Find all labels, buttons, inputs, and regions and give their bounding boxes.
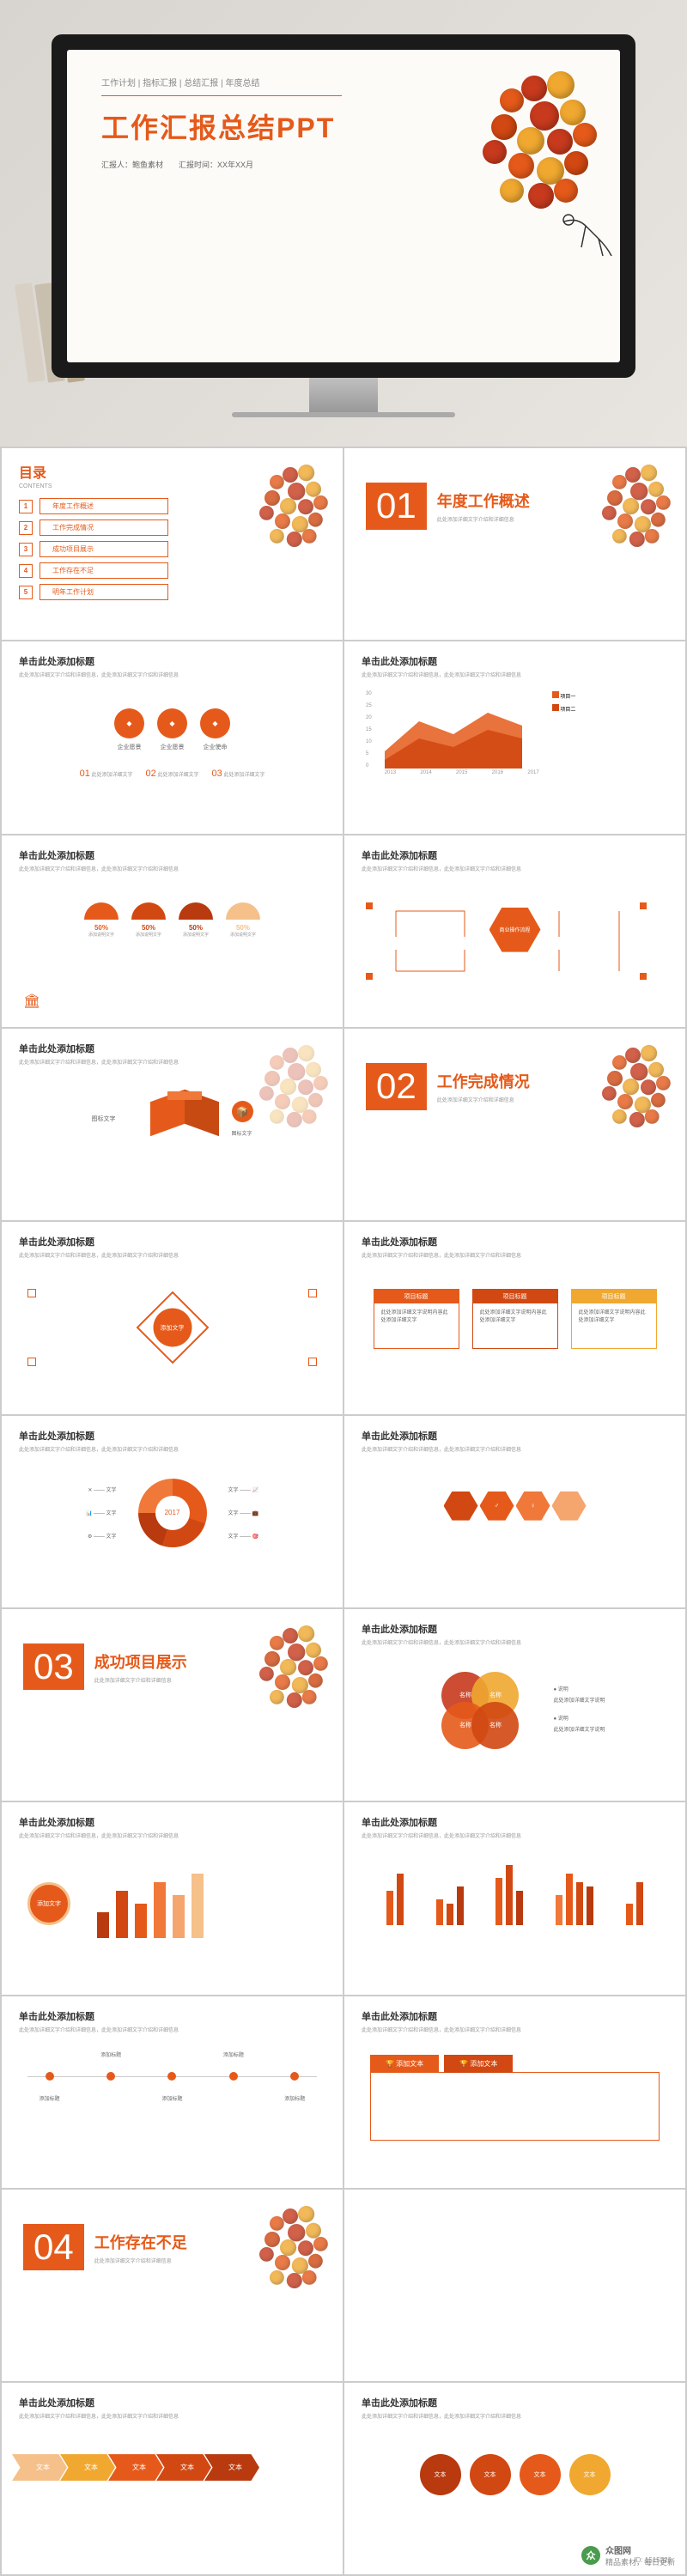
slide-area-chart: 单击此处添加标题此处添加详细文字介绍和详细信息，此处添加详细文字介绍和详细信息 … bbox=[344, 641, 685, 833]
slide-bars-grouped: 单击此处添加标题此处添加详细文字介绍和详细信息，此处添加详细文字介绍和详细信息 bbox=[344, 1802, 685, 1994]
slide-blank bbox=[344, 2190, 685, 2381]
slide-toc: 目录 CONTENTS 1年度工作概述2工作完成情况3成功项目展示4工作存在不足… bbox=[2, 448, 343, 640]
slide-flow: 单击此处添加标题此处添加详细文字介绍和详细信息，此处添加详细文字介绍和详细信息 … bbox=[344, 835, 685, 1027]
slide-timeline: 单击此处添加标题此处添加详细文字介绍和详细信息，此处添加详细文字介绍和详细信息 … bbox=[2, 1996, 343, 2188]
slide-tabs: 单击此处添加标题此处添加详细文字介绍和详细信息，此处添加详细文字介绍和详细信息 … bbox=[344, 1996, 685, 2188]
area-chart-svg bbox=[385, 691, 539, 769]
slide-bars-single: 单击此处添加标题此处添加详细文字介绍和详细信息，此处添加详细文字介绍和详细信息 … bbox=[2, 1802, 343, 1994]
slide-chevrons: 单击此处添加标题此处添加详细文字介绍和详细信息，此处添加详细文字介绍和详细信息 … bbox=[2, 2383, 343, 2574]
slide-section-03: 03 成功项目展示此处添加详细文字介绍和详细信息 bbox=[2, 1609, 343, 1801]
balloon-decor bbox=[574, 457, 677, 560]
slide-section-04: 04 工作存在不足此处添加详细文字介绍和详细信息 bbox=[2, 2190, 343, 2381]
slide-cube: 单击此处添加标题此处添加详细文字介绍和详细信息，此处添加详细文字介绍和详细信息 … bbox=[2, 1029, 343, 1220]
slide-diamond: 单击此处添加标题此处添加详细文字介绍和详细信息，此处添加详细文字介绍和详细信息 … bbox=[2, 1222, 343, 1413]
slide-icons-row: 单击此处添加标题此处添加详细文字介绍和详细信息，此处添加详细文字介绍和详细信息 … bbox=[2, 641, 343, 833]
donut-chart bbox=[138, 1479, 207, 1547]
slide-donut: 单击此处添加标题此处添加详细文字介绍和详细信息，此处添加详细文字介绍和详细信息 … bbox=[2, 1416, 343, 1607]
slides-grid: 目录 CONTENTS 1年度工作概述2工作完成情况3成功项目展示4工作存在不足… bbox=[0, 447, 687, 2576]
slide-venn: 单击此处添加标题此处添加详细文字介绍和详细信息，此处添加详细文字介绍和详细信息 … bbox=[344, 1609, 685, 1801]
balloon-illustration bbox=[435, 58, 607, 230]
monitor-mockup: 工作计划 | 指标汇报 | 总结汇报 | 年度总结 工作汇报总结PPT 汇报人：… bbox=[52, 34, 635, 412]
cube-3d bbox=[150, 1096, 198, 1143]
center-circle: 添加文字 bbox=[153, 1309, 192, 1347]
hero-section: 工作计划 | 指标汇报 | 总结汇报 | 年度总结 工作汇报总结PPT 汇报人：… bbox=[0, 0, 687, 447]
slide-section-02: 02 工作完成情况此处添加详细文字介绍和详细信息 bbox=[344, 1029, 685, 1220]
slide-circles-row: 单击此处添加标题此处添加详细文字介绍和详细信息，此处添加详细文字介绍和详细信息 … bbox=[344, 2383, 685, 2574]
timeline: 添加标题添加标题添加标题添加标题添加标题 bbox=[2, 2046, 343, 2106]
slide-arcs: 单击此处添加标题此处添加详细文字介绍和详细信息，此处添加详细文字介绍和详细信息 … bbox=[2, 835, 343, 1027]
watermark: 众 众图网 精品素材，每日更新 bbox=[581, 2543, 675, 2567]
watermark-logo: 众 bbox=[581, 2546, 600, 2565]
slide-hexagons: 单击此处添加标题此处添加详细文字介绍和详细信息，此处添加详细文字介绍和详细信息 … bbox=[344, 1416, 685, 1607]
slide-three-cols: 单击此处添加标题此处添加详细文字介绍和详细信息，此处添加详细文字介绍和详细信息 … bbox=[344, 1222, 685, 1413]
venn-diagram: 名称名称名称名称 bbox=[424, 1672, 527, 1749]
slide-section-01: 01 年度工作概述 此处添加详细文字介绍和详细信息 bbox=[344, 448, 685, 640]
balloon-decor bbox=[231, 457, 334, 560]
